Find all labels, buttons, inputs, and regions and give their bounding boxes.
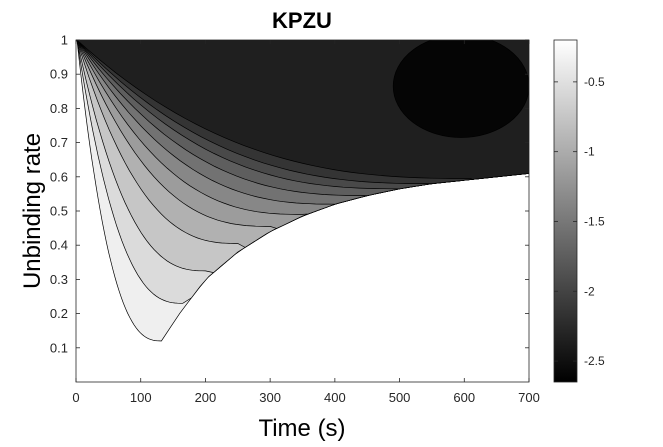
colorbar-tick-label: -2.5: [584, 354, 605, 368]
y-tick-label: 0.2: [50, 306, 68, 321]
y-tick-label: 0.3: [50, 272, 68, 287]
x-tick-label: 200: [195, 390, 217, 405]
y-tick-label: 0.8: [50, 101, 68, 116]
x-tick-label: 700: [518, 390, 540, 405]
x-tick-label: 500: [389, 390, 411, 405]
x-tick-label: 100: [130, 390, 152, 405]
y-tick-label: 1: [61, 33, 68, 48]
x-tick-label: 300: [259, 390, 281, 405]
colorbar-tick-label: -1.5: [584, 214, 605, 228]
contour-levels: [76, 40, 529, 342]
contour-level-darkest: [392, 40, 529, 138]
y-tick-label: 0.6: [50, 169, 68, 184]
x-tick-label: 400: [324, 390, 346, 405]
y-tick-label: 0.5: [50, 204, 68, 219]
y-axis-label: Unbinding rate: [19, 133, 46, 289]
x-tick-label: 600: [453, 390, 475, 405]
colorbar: -0.5 -1 -1.5 -2 -2.5: [553, 39, 605, 383]
y-tick-label: 0.7: [50, 135, 68, 150]
x-axis-label: Time (s): [258, 415, 345, 442]
colorbar-gradient: [553, 39, 578, 383]
axes: 0 100 200 300 400 500 600 700 0.1 0.2 0.3 0.4 0.5 0.6…: [50, 33, 540, 406]
y-tick-label: 0.9: [50, 67, 68, 82]
y-tick-label: 0.1: [50, 340, 68, 355]
colorbar-tick-label: -2: [584, 284, 595, 298]
colorbar-tick-label: -1: [584, 145, 595, 159]
chart-title: KPZU: [272, 8, 332, 33]
y-tick-label: 0.4: [50, 238, 68, 253]
colorbar-tick-label: -0.5: [584, 75, 605, 89]
x-tick-label: 0: [72, 390, 79, 405]
